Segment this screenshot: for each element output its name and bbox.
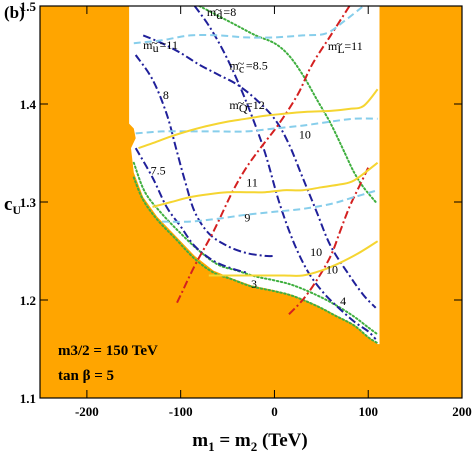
contour-label-7: 3 bbox=[251, 277, 257, 291]
series-line-u10 bbox=[135, 117, 378, 135]
contour-label-8: 4 bbox=[340, 294, 346, 308]
x-axis-title: m1 = m2 (TeV) bbox=[192, 430, 307, 454]
series-line-l11 bbox=[175, 6, 351, 306]
curve-name-main-u_tilde: m bbox=[143, 38, 153, 52]
curve-name-tilde-q_tilde: ~ bbox=[238, 96, 245, 110]
curve-name-main-c_tilde: m bbox=[229, 59, 239, 73]
contour-label-3: 11 bbox=[246, 175, 258, 189]
curve-name-sub-l_tilde: L bbox=[337, 42, 344, 56]
contour-label-0: 8 bbox=[163, 88, 169, 102]
curve-name-q_tilde: m~Q=12 bbox=[229, 96, 264, 115]
curve-name-suffix-u_tilde: =11 bbox=[160, 38, 178, 52]
x-tick-label-1: -100 bbox=[169, 404, 193, 419]
series-line-c7p5 bbox=[134, 147, 247, 274]
series-line-q10 bbox=[208, 240, 379, 277]
curve-name-l_tilde: m~L =11 bbox=[328, 37, 363, 56]
curve-name-tilde-d_tilde: ~ bbox=[215, 3, 222, 17]
contour-label-2: 7.5 bbox=[151, 164, 166, 178]
curve-name-u_tilde: m~u =11 bbox=[143, 36, 178, 55]
series-line-q12 bbox=[138, 88, 379, 150]
x-tick-label-0: -200 bbox=[75, 404, 99, 419]
series-line-u11 bbox=[133, 6, 365, 45]
x-tick-label-2: 0 bbox=[271, 404, 278, 419]
curve-name-main-d_tilde: m bbox=[207, 5, 217, 19]
curve-name-sub-d_tilde: d bbox=[216, 8, 222, 22]
y-tick-label-3: 1.4 bbox=[20, 97, 37, 112]
series-line-c8 bbox=[134, 54, 275, 258]
curve-name-tilde-u_tilde: ~ bbox=[151, 36, 158, 50]
curve-name-suffix-q_tilde: =12 bbox=[246, 98, 265, 112]
series-line-l10 bbox=[287, 167, 370, 316]
series-line-u9 bbox=[161, 189, 378, 223]
contour-label-1: 10 bbox=[299, 127, 311, 141]
curve-name-suffix-d_tilde: =8 bbox=[223, 5, 236, 19]
curve-name-c_tilde: m~c =8.5 bbox=[229, 57, 267, 76]
curve-name-sub-q_tilde: Q bbox=[239, 101, 248, 115]
contour-label-6: 10 bbox=[326, 263, 338, 277]
y-tick-label-1: 1.2 bbox=[20, 293, 36, 308]
param-m32: m3/2 = 150 TeV bbox=[58, 343, 158, 359]
curve-name-suffix-l_tilde: =11 bbox=[344, 39, 362, 53]
y-tick-label-2: 1.3 bbox=[20, 195, 37, 210]
contour-label-4: 9 bbox=[244, 211, 250, 225]
x-tick-label-4: 200 bbox=[452, 404, 472, 419]
boundary-line-0 bbox=[132, 176, 379, 345]
curve-name-main-q_tilde: m bbox=[229, 98, 239, 112]
param-tanbeta: tan β = 5 bbox=[58, 368, 114, 384]
y-axis-title: cU bbox=[4, 194, 21, 217]
curve-name-main-l_tilde: m bbox=[328, 39, 338, 53]
plot-area bbox=[40, 6, 462, 398]
curve-name-sub-c_tilde: c bbox=[239, 62, 244, 76]
curve-name-suffix-c_tilde: =8.5 bbox=[246, 59, 268, 73]
series-line-d8 bbox=[193, 6, 377, 340]
series-line-q11 bbox=[152, 161, 379, 208]
contour-label-5: 10 bbox=[310, 245, 322, 259]
curve-name-tilde-l_tilde: ~ bbox=[336, 37, 343, 51]
series-line-c8p5 bbox=[142, 34, 377, 309]
y-tick-label-0: 1.1 bbox=[20, 391, 36, 406]
x-tick-label-3: 100 bbox=[358, 404, 378, 419]
excluded-region bbox=[40, 6, 462, 398]
y-tick-label-4: 1.5 bbox=[20, 0, 37, 14]
curve-name-d_tilde: m~d =8 bbox=[207, 3, 236, 22]
curve-name-sub-u_tilde: u bbox=[153, 41, 159, 55]
boundary-line-2 bbox=[198, 6, 377, 203]
panel-label: (b) bbox=[4, 3, 25, 22]
curve-name-tilde-c_tilde: ~ bbox=[238, 57, 245, 71]
